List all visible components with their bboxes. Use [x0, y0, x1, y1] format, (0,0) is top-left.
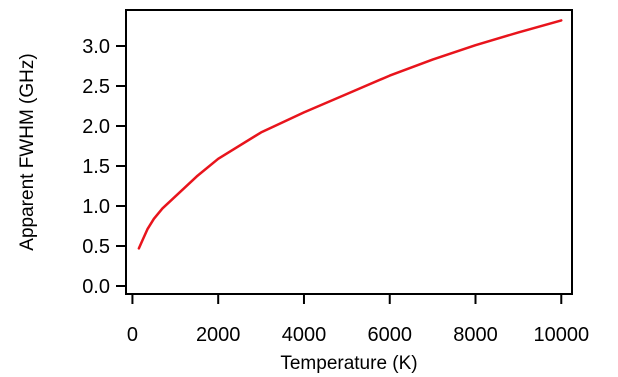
- y-tick-label: 0.0: [82, 276, 110, 298]
- x-axis-ticks: 0 2000 4000 6000 8000 10000: [127, 294, 589, 346]
- y-tick-label: 2.5: [82, 76, 110, 98]
- x-tick-label: 4000: [282, 324, 327, 346]
- x-tick-label: 8000: [453, 324, 498, 346]
- y-tick-label: 3.0: [82, 36, 110, 58]
- x-axis-title: Temperature (K): [280, 353, 417, 374]
- x-tick-label: 6000: [367, 324, 412, 346]
- y-axis-ticks: 0.0 0.5 1.0 1.5 2.0 2.5 3.0: [82, 36, 126, 298]
- x-tick-label: 0: [127, 324, 138, 346]
- x-tick-label: 2000: [196, 324, 241, 346]
- plot-frame: [125, 9, 573, 295]
- y-tick-label: 1.0: [82, 196, 110, 218]
- y-axis-title: Apparent FWHM (GHz): [17, 53, 38, 250]
- series-layer: [137, 19, 563, 250]
- y-tick-label: 0.5: [82, 236, 110, 258]
- y-tick-label: 2.0: [82, 116, 110, 138]
- y-tick-label: 1.5: [82, 156, 110, 178]
- series-line: [137, 19, 563, 250]
- x-tick-label: 10000: [533, 324, 589, 346]
